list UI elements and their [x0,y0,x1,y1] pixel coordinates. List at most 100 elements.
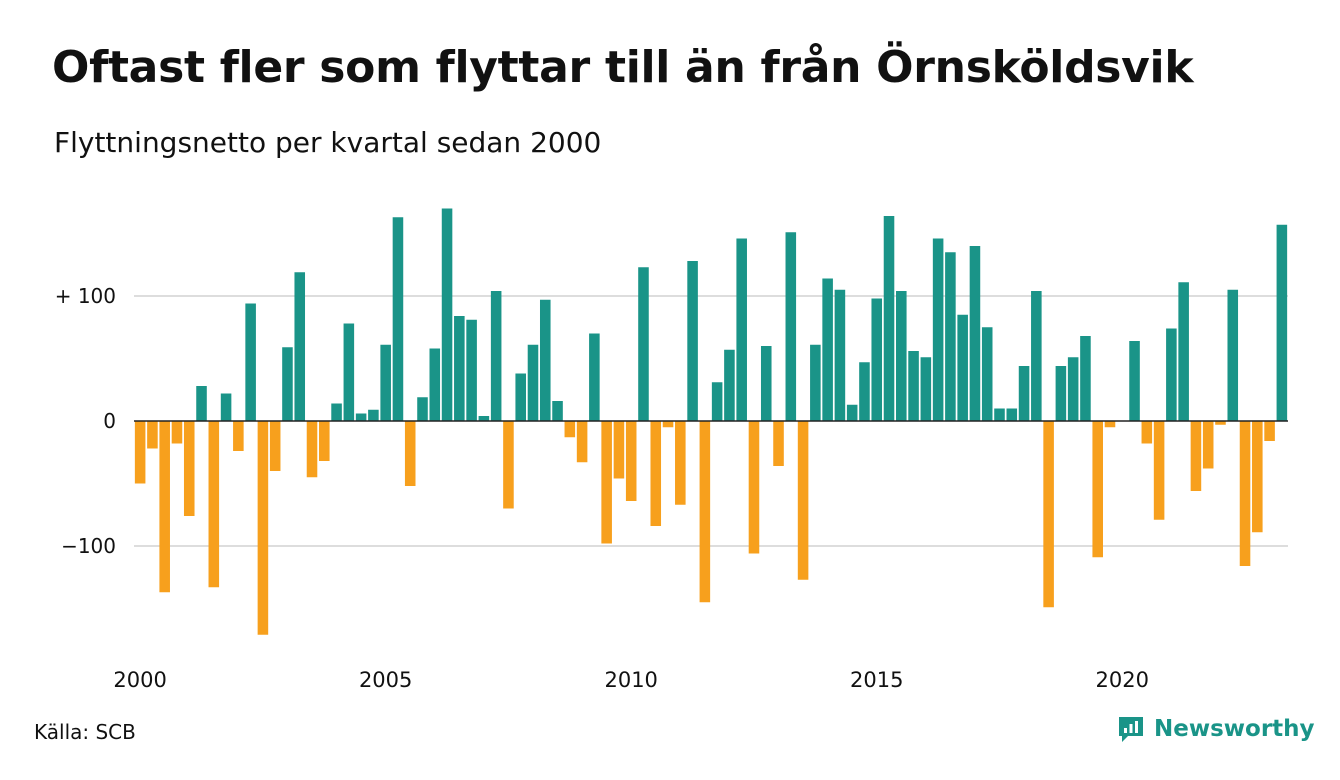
bar-2006-Q4 [466,319,477,421]
bar-2013-Q4 [810,344,821,421]
bar-2012-Q4 [760,346,772,421]
x-tick-label: 2020 [1096,668,1149,692]
bar-2021-Q3 [1190,421,1202,491]
bar-2022-Q3 [1239,421,1251,566]
bar-2013-Q2 [785,232,797,421]
bar-2012-Q2 [736,238,747,421]
bar-2017-Q2 [981,327,993,421]
bar-2001-Q3 [208,421,220,588]
bar-2007-Q4 [515,373,526,421]
bar-2010-Q1 [625,421,637,501]
bar-2020-Q4 [1153,421,1165,520]
x-tick-label: 2005 [359,668,412,692]
x-tick-label: 2015 [850,668,903,692]
bar-2006-Q2 [441,208,453,421]
bar-2004-Q4 [368,409,379,421]
bar-2004-Q3 [355,413,367,421]
bar-2000-Q1 [134,421,146,484]
bar-2009-Q4 [613,421,625,479]
bar-2016-Q3 [945,252,956,421]
bar-2020-Q2 [1129,341,1140,421]
bar-2018-Q3 [1043,421,1054,608]
bar-2000-Q4 [171,421,183,444]
bar-2002-Q1 [233,421,244,451]
bar-2021-Q1 [1166,328,1177,421]
bar-2002-Q3 [257,421,269,635]
bar-2017-Q4 [1006,408,1018,421]
bar-2015-Q1 [871,298,883,421]
bar-2022-Q1 [1215,421,1226,425]
bar-2001-Q2 [196,386,207,421]
source-note: Källa: SCB [34,720,136,744]
bar-2008-Q1 [527,344,539,421]
bar-2007-Q1 [478,416,490,421]
bar-2013-Q1 [773,421,784,466]
brand-logo[interactable]: Newsworthy [1116,714,1315,744]
bar-2017-Q3 [994,408,1005,421]
bar-2021-Q4 [1202,421,1214,469]
bar-2001-Q1 [183,421,195,516]
brand-name: Newsworthy [1154,716,1315,742]
bar-2012-Q1 [724,349,735,421]
bar-2002-Q4 [269,421,281,471]
bar-2006-Q1 [429,348,441,421]
bar-2022-Q2 [1227,289,1239,421]
y-tick-label: + 100 [55,284,116,308]
bar-2004-Q1 [331,403,342,421]
chart-title: Oftast fler som flyttar till än från Örn… [52,42,1194,93]
bar-2005-Q4 [417,397,428,421]
x-tick-label: 2000 [113,668,166,692]
bar-2016-Q4 [957,314,968,421]
bar-2020-Q3 [1141,421,1153,444]
bar-2005-Q3 [404,421,416,486]
bar-2023-Q2 [1276,224,1288,421]
bar-2018-Q4 [1055,366,1067,421]
bar-2006-Q3 [454,316,465,421]
bar-2018-Q1 [1018,366,1030,421]
y-tick-label: −100 [61,534,116,558]
bar-2007-Q2 [490,291,502,421]
bar-2019-Q2 [1080,336,1091,421]
bar-2015-Q2 [883,216,895,421]
bar-2011-Q2 [687,261,698,421]
bar-2003-Q3 [306,421,318,478]
bar-2019-Q4 [1104,421,1116,428]
bar-2005-Q1 [380,344,391,421]
bar-2023-Q1 [1264,421,1275,441]
axes: + 100 0 −100 2000 2005 2010 2015 2020 [55,284,1288,692]
bar-2008-Q2 [539,299,551,421]
newsworthy-logo-icon [1119,717,1143,742]
bar-2019-Q3 [1092,421,1103,558]
bar-2000-Q3 [159,421,170,593]
bar-2021-Q2 [1178,282,1189,421]
bar-2005-Q2 [392,217,404,421]
bar-2002-Q2 [245,303,256,421]
bar-2009-Q1 [576,421,588,463]
bar-2014-Q2 [834,289,846,421]
bar-2008-Q4 [564,421,576,438]
bar-2011-Q1 [675,421,686,505]
bar-2003-Q4 [319,421,330,461]
bar-2009-Q2 [589,333,600,421]
bar-2014-Q3 [846,404,858,421]
bar-2008-Q3 [552,401,563,421]
bar-2015-Q3 [896,291,907,421]
y-tick-label: 0 [103,409,116,433]
bar-2014-Q1 [822,278,833,421]
bar-2011-Q4 [711,382,723,421]
bar-2001-Q4 [220,393,232,421]
bar-2012-Q3 [748,421,760,554]
chart-subtitle: Flyttningsnetto per kvartal sedan 2000 [54,126,602,159]
bar-2013-Q3 [797,421,809,580]
bar-2007-Q3 [503,421,514,509]
bar-2015-Q4 [908,351,919,421]
bar-2011-Q3 [699,421,711,603]
bar-2016-Q2 [932,238,944,421]
bar-2017-Q1 [969,246,981,421]
bar-2004-Q2 [343,323,355,421]
bar-2010-Q3 [650,421,662,526]
bar-2010-Q2 [638,267,649,421]
bar-2003-Q1 [282,347,293,421]
bar-2003-Q2 [294,272,306,421]
